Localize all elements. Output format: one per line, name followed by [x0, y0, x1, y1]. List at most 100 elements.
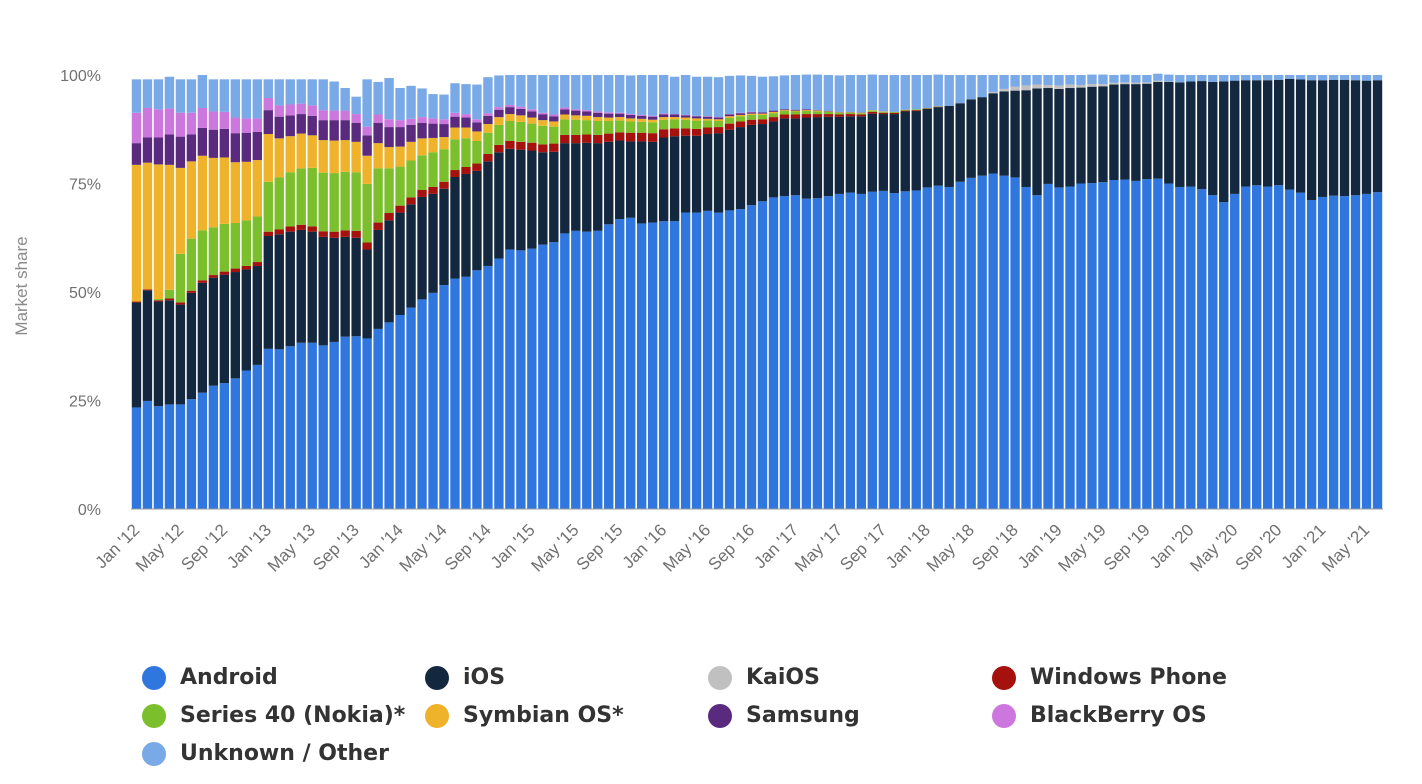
bar-segment	[472, 119, 482, 123]
legend-item[interactable]: KaiOS	[708, 665, 820, 690]
bar-segment	[1273, 185, 1284, 510]
x-tick-label: Sep '13	[309, 520, 363, 574]
bar-segment	[713, 117, 724, 120]
bar-segment	[680, 135, 691, 213]
bar-segment	[263, 110, 273, 135]
bar-segment	[988, 75, 998, 92]
bar-segment	[757, 76, 768, 113]
bar-segment	[142, 400, 153, 509]
bar-segment	[351, 96, 361, 115]
bar-segment	[823, 196, 834, 509]
legend-item[interactable]: Samsung	[708, 703, 860, 728]
bar-segment	[944, 186, 954, 509]
bar-segment	[834, 112, 845, 115]
bar-segment	[922, 108, 932, 188]
x-tick-label: Sep '16	[704, 520, 758, 574]
bar-segment	[658, 117, 669, 120]
bar-segment	[252, 79, 262, 119]
bar-segment	[351, 336, 361, 509]
bar-segment	[252, 262, 262, 266]
bar-segment	[560, 134, 570, 144]
bar-segment	[1098, 182, 1108, 509]
bar-segment	[1043, 84, 1053, 89]
legend-item[interactable]: iOS	[425, 665, 505, 690]
bar-segment	[845, 75, 856, 112]
bar-segment	[604, 113, 614, 118]
legend-label: KaiOS	[746, 665, 820, 690]
bar-segment	[702, 76, 713, 117]
x-tick-label: May '16	[659, 520, 714, 575]
bar-segment	[1142, 83, 1152, 180]
x-tick-label: May '15	[527, 520, 582, 575]
legend-item[interactable]: Series 40 (Nokia)*	[142, 703, 405, 728]
bar-segment	[461, 127, 471, 139]
bar-segment	[285, 346, 295, 509]
bar-segment	[472, 84, 482, 120]
bar-segment	[516, 141, 526, 150]
bar-segment	[878, 114, 888, 191]
legend-label: Symbian OS*	[463, 703, 624, 728]
bar-segment	[680, 117, 691, 120]
legend-swatch-icon	[708, 665, 732, 690]
x-tick-label: May '12	[132, 520, 187, 575]
legend-item[interactable]: Android	[142, 665, 278, 690]
bar-segment	[779, 118, 790, 197]
bar-segment	[384, 147, 394, 169]
legend-item[interactable]: Windows Phone	[992, 665, 1227, 690]
bar-segment	[1032, 195, 1042, 509]
bar-segment	[856, 116, 867, 194]
bar-segment	[505, 75, 515, 105]
bar-segment	[131, 301, 142, 303]
bar-segment	[219, 271, 230, 275]
bar-segment	[779, 196, 790, 509]
bar-segment	[527, 117, 537, 124]
bar-segment	[1295, 192, 1306, 510]
bar-segment	[1076, 87, 1086, 184]
legend-item[interactable]: Symbian OS*	[425, 703, 624, 728]
bar-segment	[1076, 183, 1086, 509]
bar-segment	[1350, 80, 1361, 196]
bar-segment	[153, 164, 164, 299]
bar-segment	[274, 138, 284, 178]
legend-swatch-icon	[992, 665, 1016, 690]
legend-item[interactable]: BlackBerry OS	[992, 703, 1207, 728]
bar-segment	[560, 119, 570, 135]
bar-segment	[142, 137, 153, 163]
bar-segment	[582, 142, 592, 232]
bar-segment	[164, 76, 175, 109]
bar-segment	[977, 75, 987, 98]
bar-segment	[494, 75, 504, 108]
bar-segment	[604, 112, 614, 114]
bar-segment	[1153, 73, 1163, 81]
x-tick-label: Sep '14	[441, 520, 495, 574]
bar-segment	[647, 141, 658, 223]
bar-segment	[450, 127, 460, 140]
bar-segment	[538, 144, 548, 153]
bar-segment	[1197, 75, 1207, 82]
bar-segment	[571, 230, 581, 509]
bar-segment	[812, 110, 823, 112]
bar-segment	[351, 237, 361, 337]
x-tick-label: May '14	[396, 520, 451, 575]
bar-segment	[647, 133, 658, 142]
bar-segment	[658, 129, 669, 138]
bar-segment	[373, 114, 383, 123]
bar-segment	[164, 164, 175, 290]
legend-label: BlackBerry OS	[1030, 703, 1207, 728]
bar-segment	[505, 104, 515, 108]
x-tick-label: Sep '12	[177, 520, 231, 574]
bar-segment	[296, 103, 306, 115]
bar-segment	[395, 120, 405, 128]
legend-item[interactable]: Unknown / Other	[142, 741, 389, 766]
bar-segment	[549, 143, 559, 152]
bar-segment	[1361, 193, 1372, 510]
bar-segment	[1284, 189, 1295, 509]
bar-segment	[812, 198, 823, 509]
bar-segment	[164, 289, 175, 299]
bar-segment	[439, 119, 449, 125]
bar-segment	[691, 128, 702, 136]
bar-segment	[735, 116, 746, 122]
bar-segment	[131, 302, 142, 408]
bar-segment	[757, 112, 768, 114]
bar-segment	[999, 75, 1009, 89]
